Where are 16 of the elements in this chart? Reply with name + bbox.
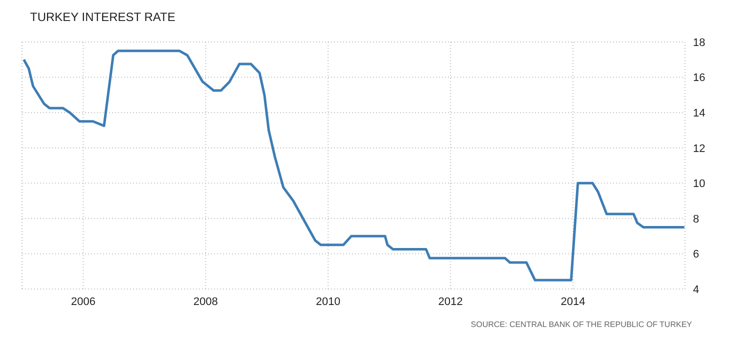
source-note: SOURCE: CENTRAL BANK OF THE REPUBLIC OF TURKEY	[470, 320, 692, 329]
chart-title: TURKEY INTEREST RATE	[30, 10, 176, 24]
y-tick-label: 12	[693, 142, 706, 155]
y-tick-label: 10	[693, 178, 706, 190]
x-tick-label: 2012	[438, 296, 463, 308]
y-tick-label: 14	[693, 107, 706, 120]
y-tick-label: 18	[693, 36, 706, 49]
x-tick-label: 2010	[316, 296, 340, 308]
y-tick-label: 6	[693, 248, 700, 261]
line-series	[22, 50, 685, 282]
y-tick-label: 8	[693, 213, 700, 226]
x-tick-label: 2008	[193, 296, 218, 308]
y-tick-label: 16	[693, 72, 706, 84]
x-tick-label: 2014	[560, 296, 586, 308]
y-tick-label: 4	[693, 284, 700, 296]
x-tick-label: 2006	[70, 296, 96, 308]
